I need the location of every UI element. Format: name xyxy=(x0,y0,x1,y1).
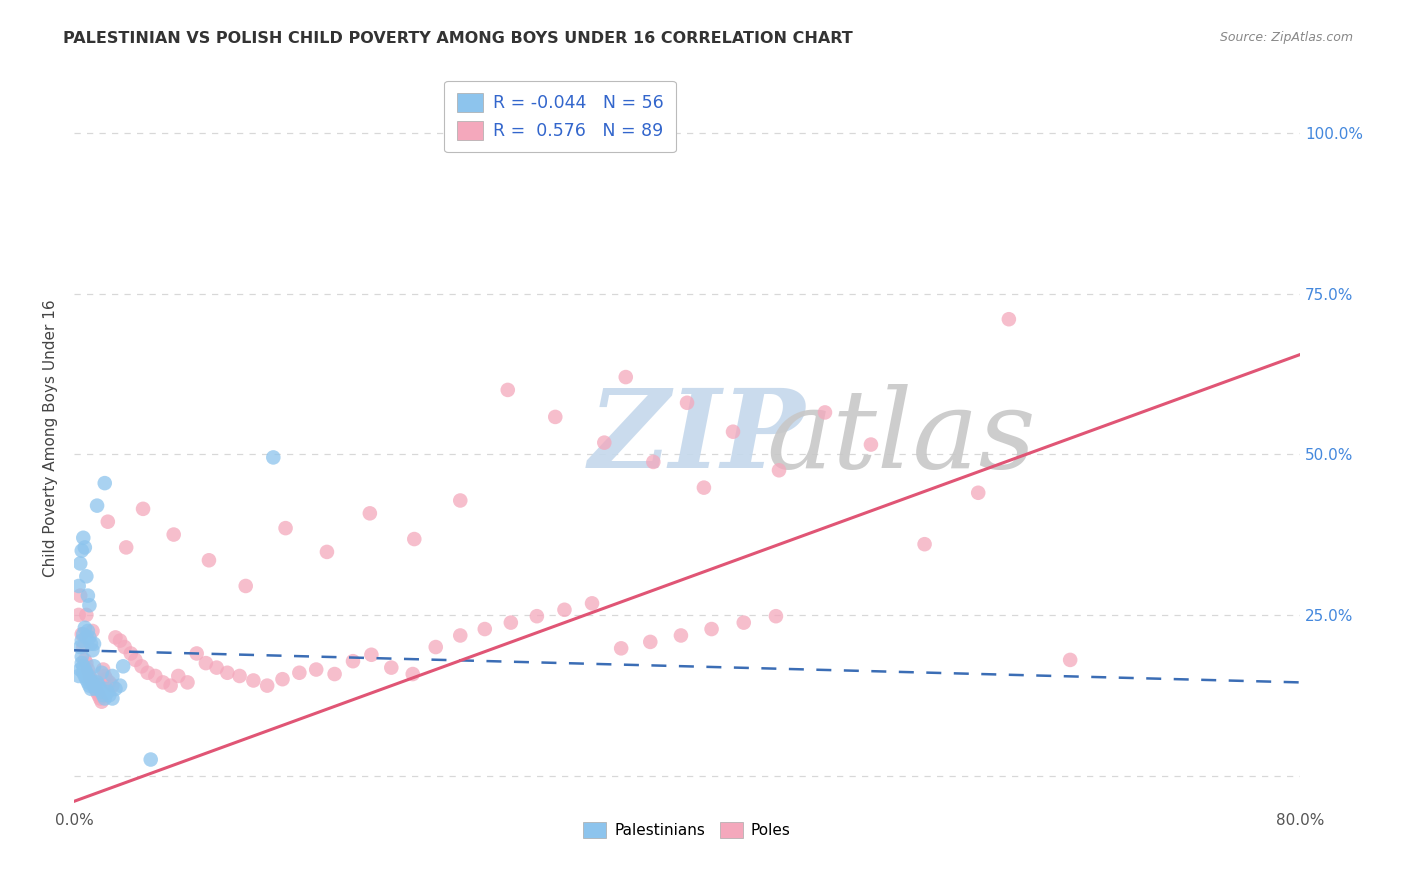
Point xyxy=(77,675,100,690)
Point xyxy=(136,665,159,680)
Point xyxy=(86,685,108,699)
Point xyxy=(676,396,699,410)
Point xyxy=(139,752,162,766)
Point xyxy=(342,654,364,668)
Point xyxy=(721,425,744,439)
Point xyxy=(359,506,381,520)
Point xyxy=(1059,653,1081,667)
Point xyxy=(82,643,104,657)
Point xyxy=(449,628,471,642)
Point xyxy=(86,499,108,513)
Point xyxy=(914,537,936,551)
Point xyxy=(69,640,91,654)
Point xyxy=(98,675,121,690)
Point xyxy=(75,656,97,670)
Text: Source: ZipAtlas.com: Source: ZipAtlas.com xyxy=(1219,31,1353,45)
Point xyxy=(425,640,447,654)
Point xyxy=(967,485,990,500)
Point xyxy=(72,665,94,680)
Point xyxy=(72,627,94,641)
Point xyxy=(274,521,297,535)
Point xyxy=(97,685,120,699)
Point xyxy=(72,659,94,673)
Point xyxy=(380,660,402,674)
Point xyxy=(73,621,96,635)
Point xyxy=(499,615,522,630)
Point xyxy=(87,688,110,702)
Point xyxy=(700,622,723,636)
Point xyxy=(89,681,111,696)
Point xyxy=(305,663,328,677)
Point xyxy=(765,609,787,624)
Point xyxy=(108,679,131,693)
Point xyxy=(104,681,127,696)
Point xyxy=(70,543,93,558)
Point xyxy=(70,633,93,648)
Point xyxy=(70,656,93,670)
Point xyxy=(544,409,567,424)
Point xyxy=(87,679,110,693)
Point xyxy=(69,663,91,677)
Point xyxy=(163,527,186,541)
Point xyxy=(77,669,100,683)
Point xyxy=(205,660,228,674)
Point xyxy=(593,435,616,450)
Point xyxy=(70,627,93,641)
Point xyxy=(176,675,198,690)
Point xyxy=(316,545,339,559)
Point xyxy=(96,672,118,686)
Point xyxy=(80,681,103,696)
Point xyxy=(114,640,136,654)
Point xyxy=(610,641,633,656)
Point xyxy=(553,603,575,617)
Point xyxy=(98,688,121,702)
Text: ZIP: ZIP xyxy=(589,384,806,491)
Point xyxy=(693,481,716,495)
Point xyxy=(83,679,105,693)
Point xyxy=(112,659,135,673)
Point xyxy=(80,672,103,686)
Point xyxy=(143,669,166,683)
Point xyxy=(83,679,105,693)
Point xyxy=(73,663,96,677)
Point xyxy=(77,589,100,603)
Point xyxy=(108,633,131,648)
Point xyxy=(132,501,155,516)
Point xyxy=(124,653,146,667)
Point xyxy=(72,640,94,654)
Point xyxy=(235,579,257,593)
Point xyxy=(159,679,181,693)
Point xyxy=(75,607,97,622)
Y-axis label: Child Poverty Among Boys Under 16: Child Poverty Among Boys Under 16 xyxy=(44,300,58,577)
Point xyxy=(120,647,142,661)
Point xyxy=(640,635,662,649)
Point xyxy=(360,648,382,662)
Point xyxy=(79,669,101,683)
Point xyxy=(67,607,90,622)
Point xyxy=(91,688,114,702)
Point xyxy=(262,450,284,465)
Point xyxy=(814,405,837,419)
Point xyxy=(998,312,1021,326)
Point xyxy=(97,515,120,529)
Point xyxy=(86,675,108,690)
Point xyxy=(79,631,101,645)
Point xyxy=(77,624,100,638)
Point xyxy=(101,691,124,706)
Point xyxy=(73,541,96,555)
Point xyxy=(643,455,665,469)
Point xyxy=(288,665,311,680)
Point xyxy=(82,675,104,690)
Point xyxy=(93,476,115,491)
Point xyxy=(526,609,548,624)
Point xyxy=(77,663,100,677)
Point xyxy=(84,681,107,696)
Point xyxy=(93,691,115,706)
Point xyxy=(73,653,96,667)
Point xyxy=(581,596,603,610)
Point xyxy=(404,532,426,546)
Point xyxy=(82,675,104,690)
Point xyxy=(75,665,97,680)
Point xyxy=(72,531,94,545)
